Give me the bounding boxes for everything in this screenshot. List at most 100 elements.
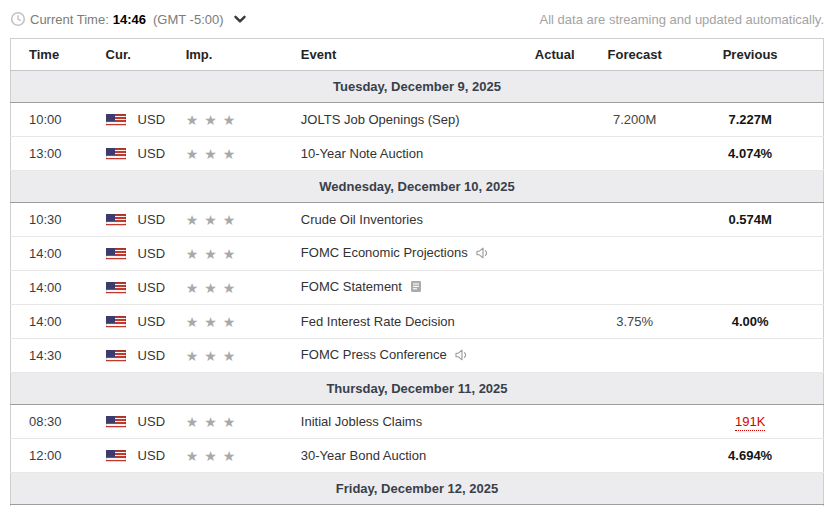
previous-value-cell: 7.227M <box>677 103 823 137</box>
event-cell: Crude Oil Inventories <box>291 203 517 237</box>
event-name[interactable]: Crude Oil Inventories <box>301 212 423 227</box>
forecast-value <box>592 203 677 237</box>
us-flag-icon <box>106 282 126 294</box>
event-cell: Initial Jobless Claims <box>291 405 517 439</box>
previous-value-cell: 0.574M <box>677 203 823 237</box>
event-name[interactable]: FOMC Economic Projections <box>301 245 468 260</box>
importance-stars: ★★★ <box>186 112 242 128</box>
event-cell: FOMC Economic Projections <box>291 237 517 271</box>
currency-code: USD <box>138 314 165 329</box>
actual-value <box>517 103 592 137</box>
event-currency-cell: USD <box>96 305 176 339</box>
event-row: 14:00USD★★★Fed Interest Rate Decision3.7… <box>11 305 824 339</box>
importance-cell: ★★★ <box>176 305 291 339</box>
importance-stars: ★★★ <box>186 212 242 228</box>
event-row: 10:00USD ★★★ JOLTS Job Openings (Sep) 7.200… <box>11 103 824 137</box>
report-icon[interactable] <box>410 280 422 296</box>
actual-value <box>517 271 592 305</box>
previous-value-revised[interactable]: 191K <box>735 414 765 431</box>
date-section-row: Tuesday, December 9, 2025 <box>11 71 824 103</box>
currency-code: USD <box>138 246 165 261</box>
event-name[interactable]: Initial Jobless Claims <box>301 414 422 429</box>
importance-cell: ★★★ <box>176 405 291 439</box>
event-name[interactable]: 30-Year Bond Auction <box>301 448 426 463</box>
current-time-selector[interactable]: Current Time: 14:46 (GMT -5:00) <box>10 11 246 27</box>
event-time: 08:30 <box>11 405 96 439</box>
event-currency-cell: USD <box>96 103 176 137</box>
event-currency-cell: USD <box>96 339 176 373</box>
importance-stars: ★★★ <box>186 246 242 262</box>
importance-cell: ★★★ <box>176 137 291 171</box>
previous-value: 4.694% <box>728 448 772 463</box>
speaker-icon <box>455 349 468 364</box>
speaker-icon <box>476 247 489 262</box>
event-name[interactable]: Fed Interest Rate Decision <box>301 314 455 329</box>
importance-cell: ★★★ <box>176 103 291 137</box>
event-row: 08:30 USD ★★★ Initial Jobless Claims 191K <box>11 405 824 439</box>
event-time: 10:30 <box>11 203 96 237</box>
us-flag-icon <box>106 450 126 462</box>
forecast-value <box>592 439 677 473</box>
event-cell: 30-Year Bond Auction <box>291 439 517 473</box>
event-cell: Fed Interest Rate Decision <box>291 305 517 339</box>
date-header: Friday, December 12, 2025 <box>11 473 824 505</box>
column-header-forecast: Forecast <box>592 39 677 71</box>
event-name[interactable]: FOMC Statement <box>301 279 402 294</box>
date-section-row: Wednesday, December 10, 2025 <box>11 171 824 203</box>
event-currency-cell: USD <box>96 137 176 171</box>
event-row: 14:00USD★★★FOMC Statement <box>11 271 824 305</box>
previous-value-cell: 4.074% <box>677 137 823 171</box>
importance-cell: ★★★ <box>176 237 291 271</box>
us-flag-icon <box>106 248 126 260</box>
importance-stars: ★★★ <box>186 448 242 464</box>
calendar-topbar: Current Time: 14:46 (GMT -5:00) All data… <box>0 0 834 38</box>
clock-icon <box>10 11 26 27</box>
column-header-event: Event <box>291 39 517 71</box>
actual-value <box>517 405 592 439</box>
current-time-value: 14:46 <box>113 12 146 27</box>
economic-calendar-table: Time Cur. Imp. Event Actual Forecast Pre… <box>10 38 824 506</box>
event-row: 13:00USD★★★10-Year Note Auction4.074% <box>11 137 824 171</box>
importance-stars: ★★★ <box>186 314 242 330</box>
forecast-value <box>592 339 677 373</box>
event-time: 14:30 <box>11 339 96 373</box>
column-header-importance: Imp. <box>176 39 291 71</box>
previous-value-cell: 4.694% <box>677 439 823 473</box>
streaming-note: All data are streaming and updated autom… <box>540 12 824 27</box>
currency-code: USD <box>138 414 165 429</box>
currency-code: USD <box>138 146 165 161</box>
previous-value: 7.227M <box>728 112 771 127</box>
currency-code: USD <box>138 448 165 463</box>
currency-code: USD <box>138 280 165 295</box>
event-name[interactable]: FOMC Press Conference <box>301 347 447 362</box>
event-name[interactable]: 10-Year Note Auction <box>301 146 423 161</box>
us-flag-icon <box>106 214 126 226</box>
date-header: Wednesday, December 10, 2025 <box>11 171 824 203</box>
currency-code: USD <box>138 348 165 363</box>
actual-value <box>517 203 592 237</box>
event-cell: 10-Year Note Auction <box>291 137 517 171</box>
event-currency-cell: USD <box>96 271 176 305</box>
forecast-value <box>592 137 677 171</box>
date-section-row: Thursday, December 11, 2025 <box>11 373 824 405</box>
importance-stars: ★★★ <box>186 414 242 430</box>
chevron-down-icon[interactable] <box>234 15 246 24</box>
previous-value: 4.074% <box>728 146 772 161</box>
previous-value-cell <box>677 237 823 271</box>
previous-value-cell <box>677 271 823 305</box>
event-time: 10:00 <box>11 103 96 137</box>
importance-cell: ★★★ <box>176 203 291 237</box>
timezone-label: (GMT -5:00) <box>153 12 224 27</box>
currency-code: USD <box>138 212 165 227</box>
event-row: 14:30USD★★★FOMC Press Conference <box>11 339 824 373</box>
column-header-row: Time Cur. Imp. Event Actual Forecast Pre… <box>11 39 824 71</box>
previous-value-cell: 191K <box>677 405 823 439</box>
event-row: 10:30 USD ★★★ Crude Oil Inventories 0.574M <box>11 203 824 237</box>
column-header-previous: Previous <box>677 39 823 71</box>
current-time-label: Current Time: <box>30 12 109 27</box>
previous-value: 0.574M <box>728 212 771 227</box>
event-name[interactable]: JOLTS Job Openings (Sep) <box>301 112 460 127</box>
forecast-value: 7.200M <box>592 103 677 137</box>
event-currency-cell: USD <box>96 439 176 473</box>
actual-value <box>517 439 592 473</box>
